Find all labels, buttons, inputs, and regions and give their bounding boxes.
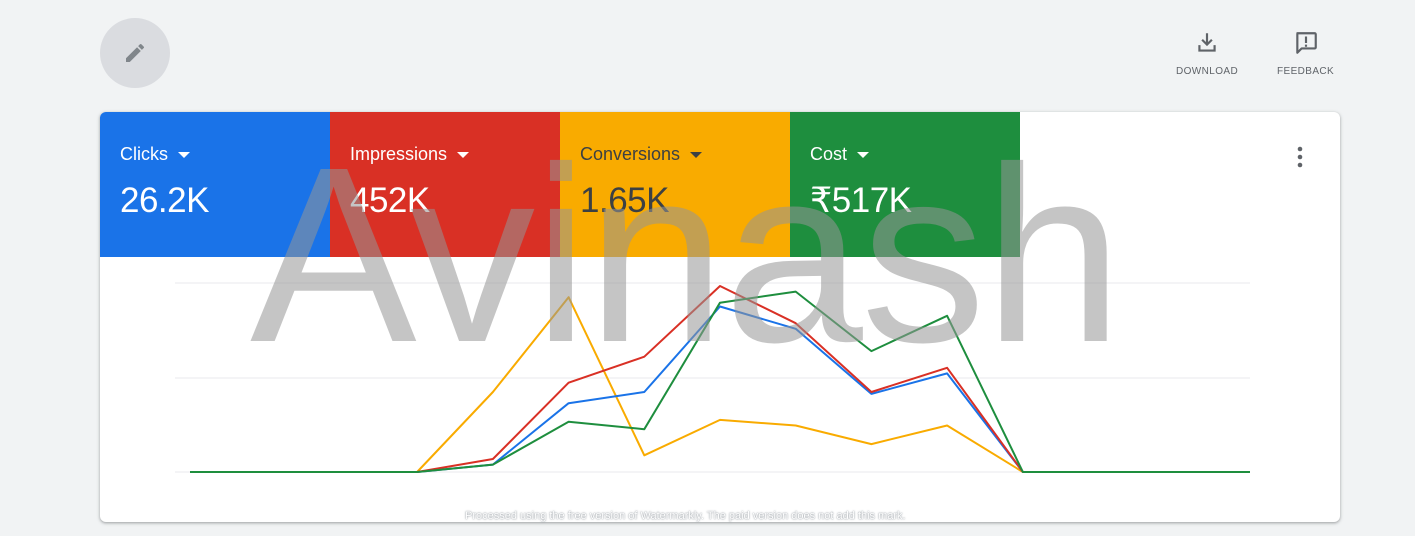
metric-cost-value: ₹517K (810, 181, 912, 220)
metric-tile-conversions[interactable]: Conversions 1.65K (560, 112, 790, 257)
metric-conversions-value: 1.65K (580, 181, 669, 220)
metric-tile-clicks[interactable]: Clicks 26.2K (100, 112, 330, 257)
dropdown-arrow-icon (690, 151, 703, 158)
metric-cost-label: Cost (810, 144, 848, 164)
metric-conversions-header: Conversions (580, 144, 790, 165)
chart-grid (175, 282, 1250, 473)
dropdown-arrow-icon (178, 151, 190, 158)
edit-button[interactable] (100, 18, 170, 88)
feedback-label: FEEDBACK (1277, 66, 1335, 77)
dropdown-arrow-icon (857, 151, 870, 158)
pencil-icon (126, 43, 145, 62)
feedback-icon (1295, 32, 1317, 54)
metric-tiles: Clicks 26.2K Impressions 452K Conversion… (100, 112, 1020, 257)
more-vert-icon[interactable] (1288, 144, 1312, 170)
metric-clicks-label: Clicks (120, 144, 168, 164)
metric-impressions-label: Impressions (350, 144, 448, 164)
performance-chart (175, 282, 1250, 473)
series-line-0 (190, 296, 1250, 473)
series-line-3 (190, 290, 1250, 473)
chart-lines (190, 285, 1250, 473)
feedback-button[interactable]: FEEDBACK (1277, 30, 1334, 77)
download-label: DOWNLOAD (1176, 66, 1239, 77)
metric-impressions-header: Impressions (350, 144, 560, 165)
dropdown-arrow-icon (457, 151, 470, 158)
download-button[interactable]: DOWNLOAD (1176, 30, 1238, 77)
metric-conversions-label: Conversions (580, 144, 681, 164)
metric-tile-impressions[interactable]: Impressions 452K (330, 112, 560, 257)
performance-card: Clicks 26.2K Impressions 452K Conversion… (100, 112, 1340, 522)
metric-tile-cost[interactable]: Cost ₹517K (790, 112, 1020, 257)
metric-cost-header: Cost (810, 144, 1020, 165)
series-line-2 (190, 285, 1250, 473)
metric-impressions-value: 452K (350, 181, 430, 220)
metric-clicks-value: 26.2K (120, 181, 209, 220)
download-icon (1198, 33, 1216, 52)
metric-clicks-header: Clicks (120, 144, 330, 165)
series-line-1 (190, 305, 1250, 473)
